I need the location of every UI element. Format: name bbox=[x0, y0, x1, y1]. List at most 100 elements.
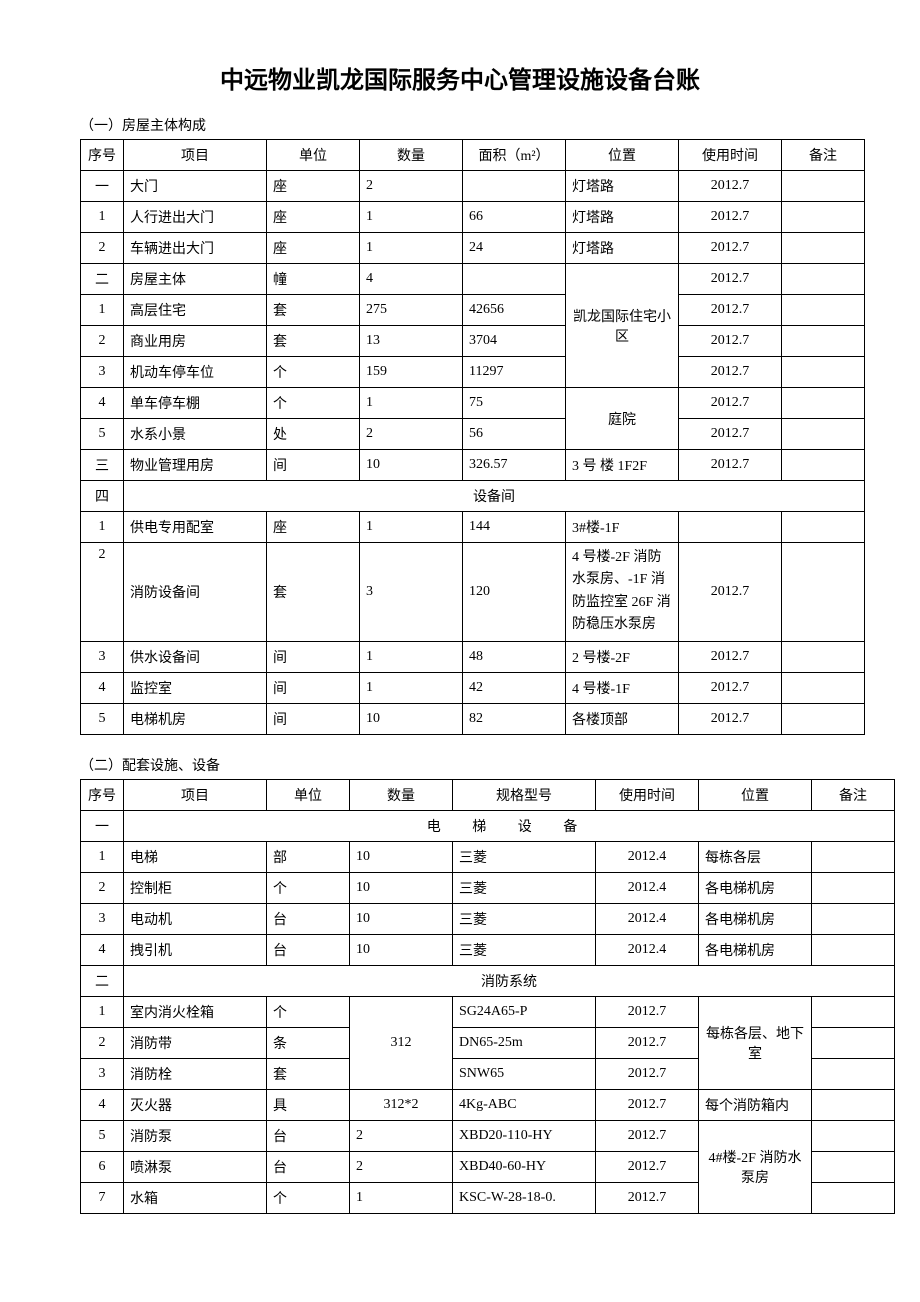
cell-area: 42 bbox=[463, 672, 566, 703]
header-item: 项目 bbox=[124, 779, 267, 810]
cell-unit: 台 bbox=[267, 1151, 350, 1182]
cell-item: 电梯 bbox=[124, 841, 267, 872]
cell-time: 2012.7 bbox=[679, 202, 782, 233]
table-row: 1 人行进出大门 座 1 66 灯塔路 2012.7 bbox=[81, 202, 865, 233]
cell-area bbox=[463, 171, 566, 202]
table-row: 一 大门 座 2 灯塔路 2012.7 bbox=[81, 171, 865, 202]
cell-item: 供水设备间 bbox=[124, 641, 267, 672]
cell-unit: 条 bbox=[267, 1027, 350, 1058]
cell-loc: 各电梯机房 bbox=[699, 934, 812, 965]
section1-subtitle: （一）房屋主体构成 bbox=[80, 115, 840, 135]
cell-time: 2012.4 bbox=[596, 903, 699, 934]
cell-note bbox=[782, 171, 865, 202]
cell-idx: 2 bbox=[81, 543, 124, 642]
cell-idx: 2 bbox=[81, 872, 124, 903]
cell-item: 物业管理用房 bbox=[124, 450, 267, 481]
cell-unit: 间 bbox=[267, 672, 360, 703]
section2-subtitle: （二）配套设施、设备 bbox=[80, 755, 840, 775]
table-row: 2 商业用房 套 13 3704 2012.7 bbox=[81, 326, 865, 357]
cell-time: 2012.7 bbox=[679, 171, 782, 202]
cell-loc: 各电梯机房 bbox=[699, 872, 812, 903]
cell-qty: 1 bbox=[360, 202, 463, 233]
cell-loc: 灯塔路 bbox=[566, 202, 679, 233]
header-note: 备注 bbox=[782, 140, 865, 171]
cell-qty: 1 bbox=[360, 641, 463, 672]
cell-qty: 1 bbox=[360, 388, 463, 419]
cell-time: 2012.7 bbox=[679, 295, 782, 326]
cell-item: 单车停车棚 bbox=[124, 388, 267, 419]
cell-loc: 庭院 bbox=[566, 388, 679, 450]
cell-area: 120 bbox=[463, 543, 566, 642]
cell-idx: 4 bbox=[81, 1089, 124, 1120]
cell-idx: 3 bbox=[81, 641, 124, 672]
cell-area: 11297 bbox=[463, 357, 566, 388]
cell-time: 2012.7 bbox=[596, 1182, 699, 1213]
cell-note bbox=[812, 1027, 895, 1058]
cell-item: 室内消火栓箱 bbox=[124, 996, 267, 1027]
cell-unit: 套 bbox=[267, 1058, 350, 1089]
cell-area: 326.57 bbox=[463, 450, 566, 481]
table-header-row: 序号 项目 单位 数量 面积（m²） 位置 使用时间 备注 bbox=[81, 140, 865, 171]
cell-item: 房屋主体 bbox=[124, 264, 267, 295]
cell-time: 2012.7 bbox=[679, 388, 782, 419]
cell-note bbox=[782, 512, 865, 543]
cell-section-label: 消防系统 bbox=[124, 965, 895, 996]
cell-item: 消防设备间 bbox=[124, 543, 267, 642]
cell-item: 灭火器 bbox=[124, 1089, 267, 1120]
cell-loc: 灯塔路 bbox=[566, 233, 679, 264]
cell-loc: 每栋各层 bbox=[699, 841, 812, 872]
section1-table: 序号 项目 单位 数量 面积（m²） 位置 使用时间 备注 一 大门 座 2 灯… bbox=[80, 139, 865, 735]
cell-item: 消防带 bbox=[124, 1027, 267, 1058]
cell-unit: 个 bbox=[267, 872, 350, 903]
cell-item: 监控室 bbox=[124, 672, 267, 703]
cell-unit: 个 bbox=[267, 1182, 350, 1213]
cell-time: 2012.4 bbox=[596, 841, 699, 872]
cell-note bbox=[782, 326, 865, 357]
cell-idx: 三 bbox=[81, 450, 124, 481]
cell-unit: 座 bbox=[267, 202, 360, 233]
cell-time: 2012.7 bbox=[679, 233, 782, 264]
cell-unit: 间 bbox=[267, 641, 360, 672]
cell-loc: 3 号 楼 1F2F bbox=[566, 450, 679, 481]
header-unit: 单位 bbox=[267, 140, 360, 171]
table-header-row: 序号 项目 单位 数量 规格型号 使用时间 位置 备注 bbox=[81, 779, 895, 810]
cell-item: 高层住宅 bbox=[124, 295, 267, 326]
cell-note bbox=[782, 703, 865, 734]
cell-qty: 1 bbox=[350, 1182, 453, 1213]
cell-loc: 灯塔路 bbox=[566, 171, 679, 202]
cell-section-label: 电 梯 设 备 bbox=[124, 810, 895, 841]
cell-idx: 2 bbox=[81, 326, 124, 357]
table-row: 2 车辆进出大门 座 1 24 灯塔路 2012.7 bbox=[81, 233, 865, 264]
table-row: 4 单车停车棚 个 1 75 庭院 2012.7 bbox=[81, 388, 865, 419]
cell-spec: 三菱 bbox=[453, 841, 596, 872]
header-time: 使用时间 bbox=[596, 779, 699, 810]
cell-loc: 4 号楼-2F 消防水泵房、-1F 消防监控室 26F 消防稳压水泵房 bbox=[566, 543, 679, 642]
cell-idx: 1 bbox=[81, 295, 124, 326]
cell-area: 3704 bbox=[463, 326, 566, 357]
cell-note bbox=[782, 543, 865, 642]
header-item: 项目 bbox=[124, 140, 267, 171]
table-row: 3 机动车停车位 个 159 11297 2012.7 bbox=[81, 357, 865, 388]
header-qty: 数量 bbox=[350, 779, 453, 810]
cell-time: 2012.4 bbox=[596, 872, 699, 903]
cell-note bbox=[812, 996, 895, 1027]
table-row: 5 电梯机房 间 10 82 各楼顶部 2012.7 bbox=[81, 703, 865, 734]
cell-idx: 1 bbox=[81, 512, 124, 543]
cell-spec: XBD40-60-HY bbox=[453, 1151, 596, 1182]
cell-area: 24 bbox=[463, 233, 566, 264]
cell-item: 消防栓 bbox=[124, 1058, 267, 1089]
header-qty: 数量 bbox=[360, 140, 463, 171]
cell-note bbox=[812, 1151, 895, 1182]
cell-loc: 凯龙国际住宅小区 bbox=[566, 264, 679, 388]
cell-idx: 2 bbox=[81, 1027, 124, 1058]
cell-note bbox=[812, 903, 895, 934]
cell-note bbox=[782, 202, 865, 233]
cell-time: 2012.7 bbox=[679, 357, 782, 388]
cell-note bbox=[782, 672, 865, 703]
cell-qty: 312*2 bbox=[350, 1089, 453, 1120]
cell-area: 42656 bbox=[463, 295, 566, 326]
cell-note bbox=[782, 233, 865, 264]
cell-area: 56 bbox=[463, 419, 566, 450]
cell-unit: 具 bbox=[267, 1089, 350, 1120]
cell-qty: 159 bbox=[360, 357, 463, 388]
